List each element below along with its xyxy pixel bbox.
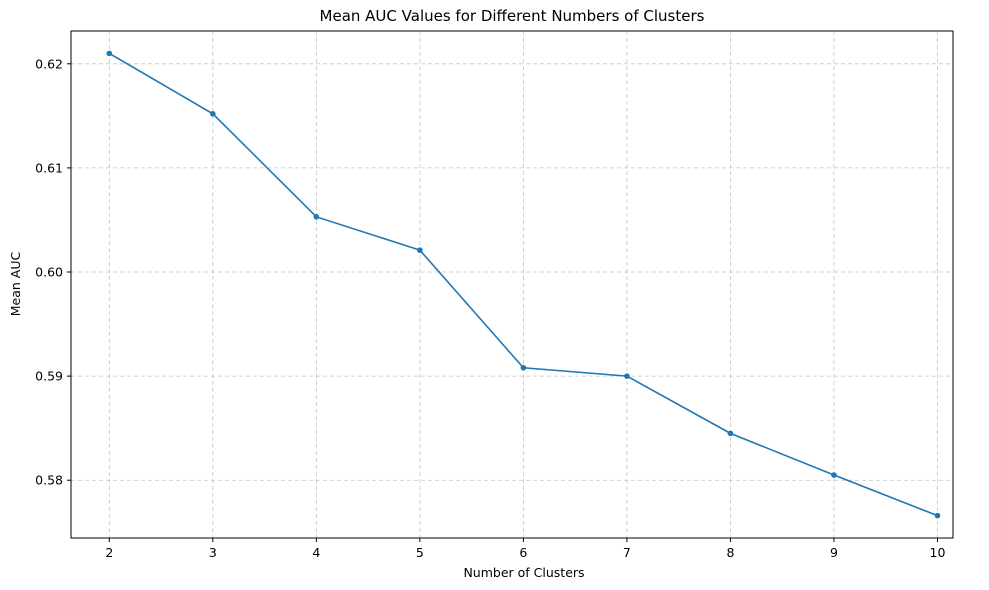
x-axis-ticks: 2 3 4 5 6 7 8 9 10 (105, 538, 945, 560)
series-layer (106, 50, 941, 519)
x-axis-label: Number of Clusters (463, 565, 584, 580)
chart-title: Mean AUC Values for Different Numbers of… (320, 7, 705, 25)
x-tick-label: 4 (312, 545, 320, 560)
grid (71, 31, 953, 538)
y-tick-label: 0.59 (35, 369, 63, 384)
data-point (727, 430, 734, 437)
y-tick-label: 0.60 (35, 265, 63, 280)
y-tick-label: 0.61 (35, 160, 63, 175)
plot-frame (70, 30, 954, 539)
x-tick-label: 6 (519, 545, 527, 560)
data-point (417, 247, 423, 253)
x-tick-label: 7 (623, 545, 631, 560)
data-point (831, 472, 837, 478)
data-point (934, 512, 941, 519)
data-point (624, 373, 630, 379)
x-tick-label: 2 (105, 545, 113, 560)
x-tick-label: 10 (930, 545, 946, 560)
data-point (520, 364, 527, 371)
data-point (106, 50, 113, 57)
x-tick-label: 3 (209, 545, 217, 560)
y-tick-label: 0.58 (35, 473, 63, 488)
x-tick-label: 8 (726, 545, 734, 560)
data-point (313, 214, 320, 220)
x-tick-label: 5 (416, 545, 424, 560)
x-tick-label: 9 (830, 545, 838, 560)
y-axis-label: Mean AUC (8, 252, 23, 317)
data-point (210, 110, 216, 117)
y-tick-label: 0.62 (35, 56, 63, 71)
y-axis-ticks: 0.58 0.59 0.60 0.61 0.62 (35, 56, 71, 488)
